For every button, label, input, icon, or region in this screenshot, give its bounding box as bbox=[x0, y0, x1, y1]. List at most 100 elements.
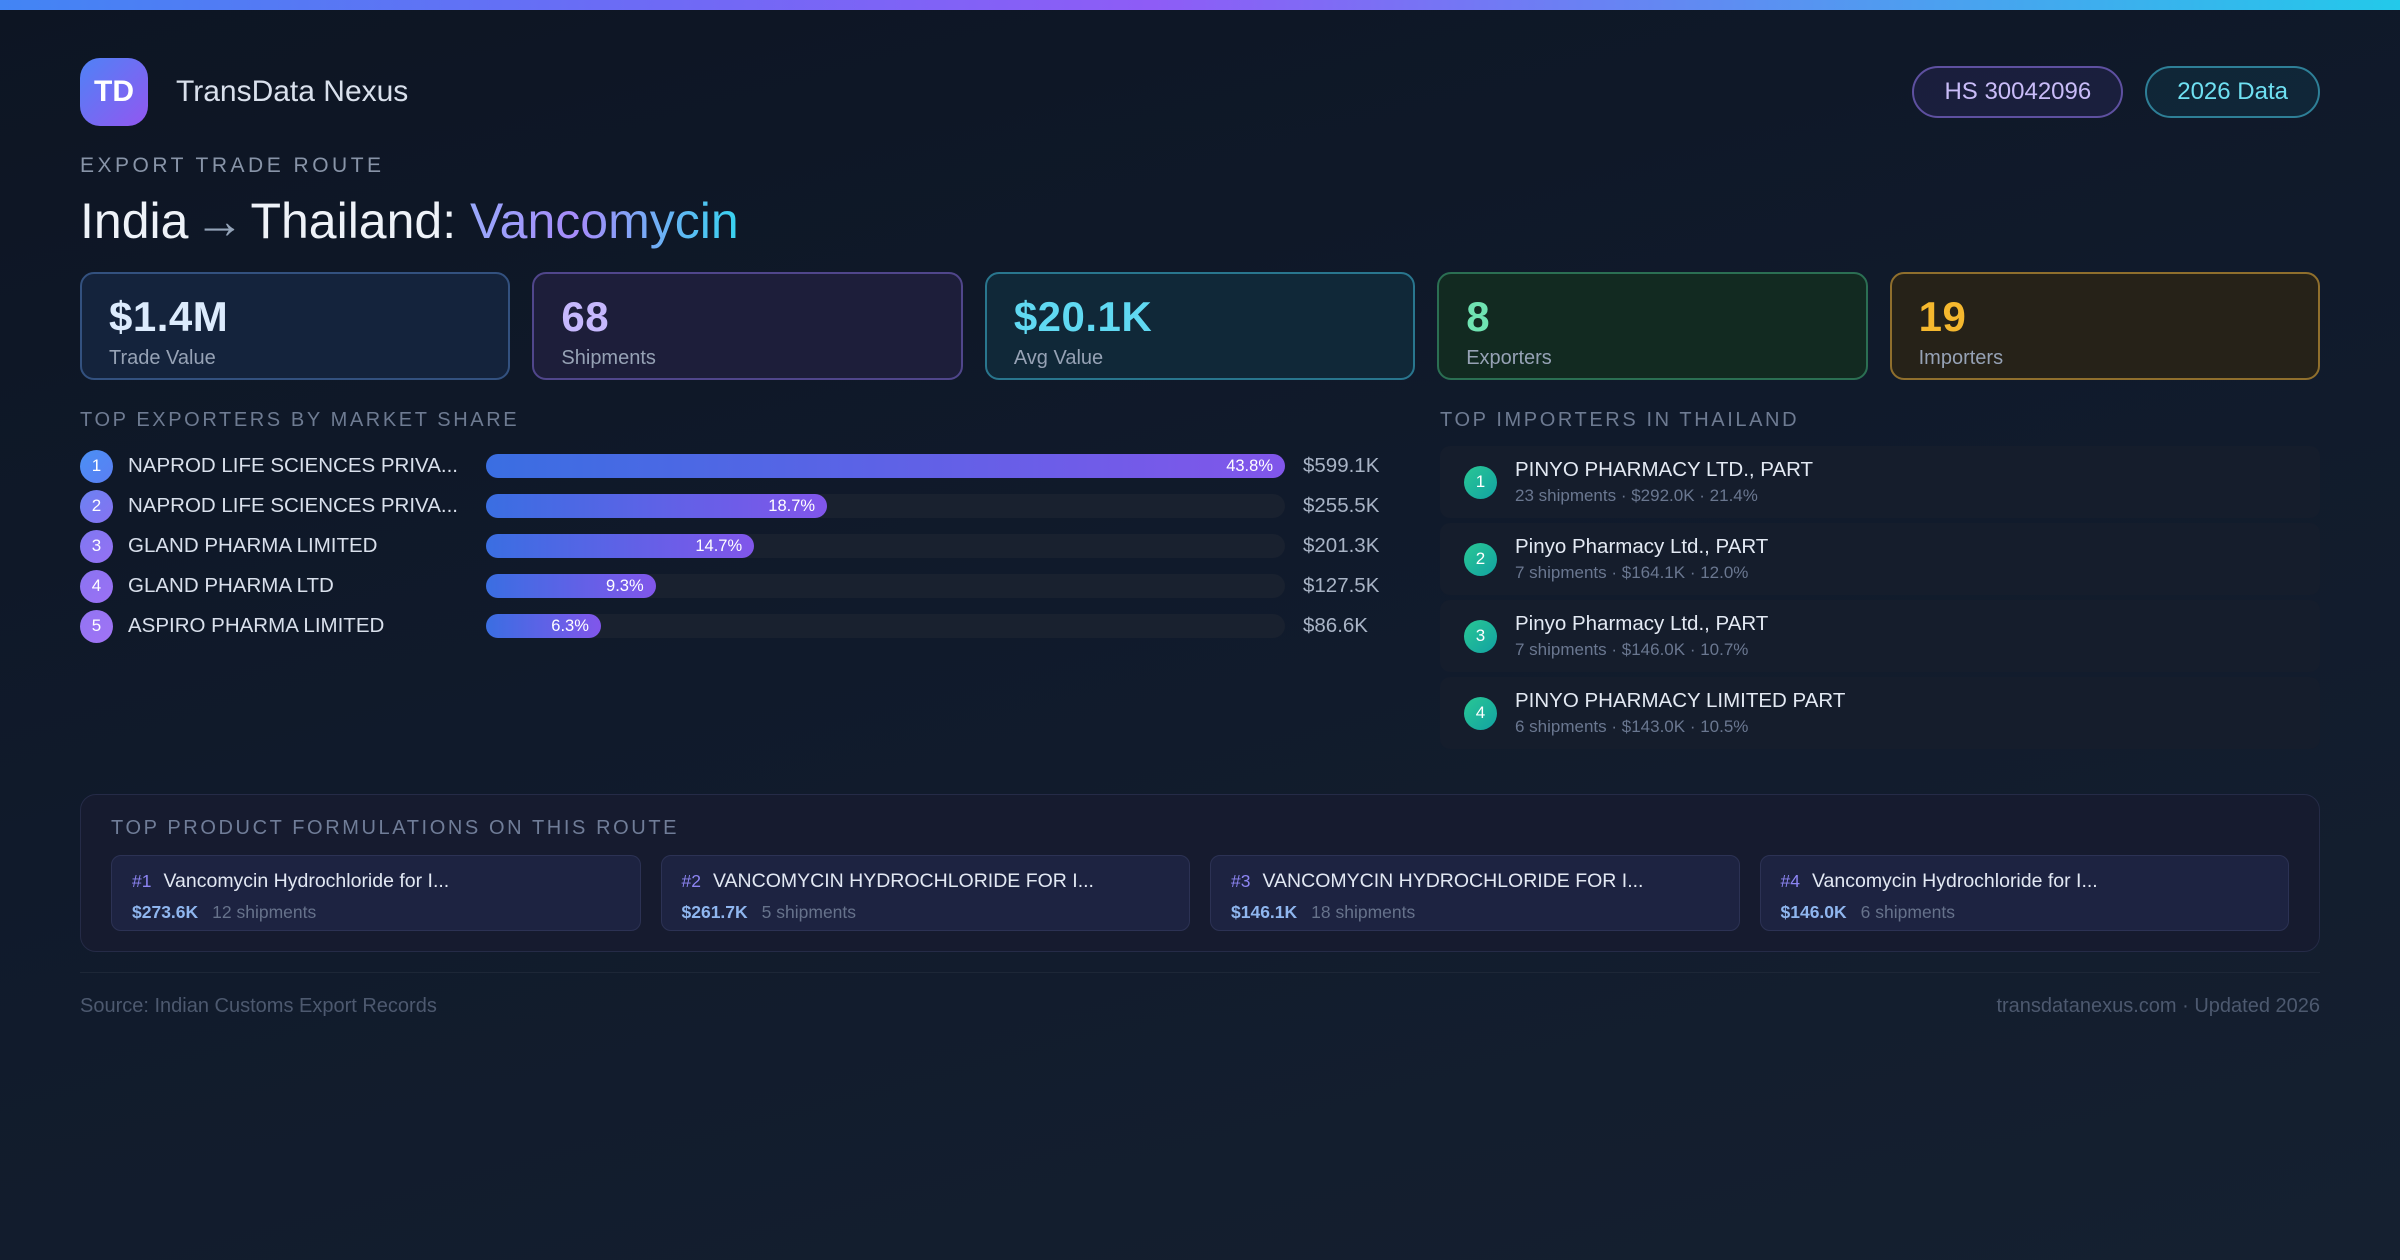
market-share-bar-track: 9.3% bbox=[486, 574, 1285, 598]
importer-card[interactable]: 2 Pinyo Pharmacy Ltd., PART 7 shipments … bbox=[1440, 523, 2320, 595]
products-section-title: TOP PRODUCT FORMULATIONS ON THIS ROUTE bbox=[111, 817, 680, 839]
product-rank: #3 bbox=[1231, 871, 1251, 891]
dashboard-page: TD TransData Nexus HS 30042096 2026 Data… bbox=[0, 58, 2400, 1018]
importer-card[interactable]: 4 PINYO PHARMACY LIMITED PART 6 shipment… bbox=[1440, 677, 2320, 749]
exporter-value: $86.6K bbox=[1303, 614, 1368, 637]
share-percent-label: 9.3% bbox=[606, 576, 644, 595]
importer-info: Pinyo Pharmacy Ltd., PART 7 shipments · … bbox=[1515, 535, 1768, 583]
exporter-row[interactable]: 2 NAPROD LIFE SCIENCES PRIVA... 18.7% $2… bbox=[80, 486, 1390, 526]
product-meta-row: $146.0K 6 shipments bbox=[1781, 902, 2269, 923]
stat-value: 8 bbox=[1466, 293, 1491, 340]
exporter-value: $255.5K bbox=[1303, 494, 1380, 517]
importer-info: PINYO PHARMACY LIMITED PART 6 shipments … bbox=[1515, 689, 1845, 737]
rank-badge: 3 bbox=[1464, 619, 1497, 653]
title-product: Vancomycin bbox=[470, 193, 739, 249]
product-value: $146.0K bbox=[1780, 902, 1847, 922]
market-share-bar-track: 6.3% bbox=[486, 614, 1285, 638]
share-percent-label: 14.7% bbox=[695, 536, 743, 555]
exporters-section: TOP EXPORTERS BY MARKET SHARE 1 NAPROD L… bbox=[80, 408, 1390, 646]
header: TD TransData Nexus HS 30042096 2026 Data bbox=[80, 58, 2320, 126]
market-share-bar-track: 18.7% bbox=[486, 494, 1285, 518]
stat-value: $20.1K bbox=[1013, 293, 1153, 340]
page-title: India → Thailand: Vancomycin bbox=[80, 191, 2320, 251]
share-percent-label: 6.3% bbox=[551, 616, 589, 635]
product-title-row: #3 VANCOMYCIN HYDROCHLORIDE FOR I... bbox=[1231, 870, 1719, 893]
product-shipments: 6 shipments bbox=[1860, 902, 1956, 922]
stat-value: 68 bbox=[561, 293, 610, 340]
exporter-row[interactable]: 1 NAPROD LIFE SCIENCES PRIVA... 43.8% $5… bbox=[80, 446, 1390, 486]
app-logo: TD bbox=[80, 58, 148, 126]
product-value: $261.7K bbox=[681, 902, 748, 922]
exporter-value: $201.3K bbox=[1303, 534, 1380, 557]
product-shipments: 12 shipments bbox=[212, 902, 317, 922]
rank-badge: 2 bbox=[1464, 542, 1497, 576]
rank-badge: 4 bbox=[80, 569, 113, 603]
stat-card-shipments: 68 Shipments bbox=[532, 272, 963, 380]
exporter-row[interactable]: 5 ASPIRO PHARMA LIMITED 6.3% $86.6K bbox=[80, 606, 1390, 646]
importer-name: PINYO PHARMACY LTD., PART bbox=[1515, 458, 1814, 481]
product-card[interactable]: #1 Vancomycin Hydrochloride for I... $27… bbox=[111, 855, 641, 931]
rank-badge: 4 bbox=[1464, 696, 1497, 730]
importer-card[interactable]: 3 Pinyo Pharmacy Ltd., PART 7 shipments … bbox=[1440, 600, 2320, 672]
product-title-row: #4 Vancomycin Hydrochloride for I... bbox=[1781, 870, 2269, 893]
share-percent-label: 18.7% bbox=[768, 496, 816, 515]
data-year-badge[interactable]: 2026 Data bbox=[2145, 66, 2320, 118]
footer: Source: Indian Customs Export Records tr… bbox=[80, 972, 2320, 1018]
importer-meta: 6 shipments · $143.0K · 10.5% bbox=[1515, 717, 1749, 736]
stat-card-importers: 19 Importers bbox=[1889, 272, 2321, 380]
brand: TD TransData Nexus bbox=[80, 58, 408, 126]
market-share-bar: 6.3% bbox=[486, 614, 601, 638]
hs-code-badge[interactable]: HS 30042096 bbox=[1912, 66, 2124, 118]
market-share-bar: 9.3% bbox=[486, 574, 656, 598]
importer-name: Pinyo Pharmacy Ltd., PART bbox=[1515, 612, 1769, 635]
exporters-section-title: TOP EXPORTERS BY MARKET SHARE bbox=[80, 409, 520, 431]
stat-cards-row: $1.4M Trade Value 68 Shipments $20.1K Av… bbox=[80, 272, 2321, 380]
stat-card-avg-value: $20.1K Avg Value bbox=[984, 272, 1416, 380]
stat-label: Shipments bbox=[561, 347, 656, 369]
product-value: $273.6K bbox=[132, 902, 199, 922]
rank-badge: 3 bbox=[80, 529, 113, 563]
product-value: $146.1K bbox=[1231, 902, 1298, 922]
rank-badge: 1 bbox=[80, 449, 113, 483]
importers-section-title: TOP IMPORTERS IN THAILAND bbox=[1440, 409, 1800, 431]
product-name: Vancomycin Hydrochloride for I... bbox=[1811, 870, 2098, 892]
market-share-bar-track: 14.7% bbox=[486, 534, 1285, 558]
stat-label: Trade Value bbox=[109, 347, 216, 369]
title-destination: Thailand: bbox=[250, 193, 457, 249]
exporter-name: GLAND PHARMA LIMITED bbox=[128, 534, 378, 557]
stat-card-trade-value: $1.4M Trade Value bbox=[80, 272, 511, 380]
products-panel: TOP PRODUCT FORMULATIONS ON THIS ROUTE #… bbox=[80, 794, 2320, 952]
rank-badge: 2 bbox=[80, 489, 113, 523]
top-accent-bar bbox=[0, 0, 2400, 10]
product-card[interactable]: #2 VANCOMYCIN HYDROCHLORIDE FOR I... $26… bbox=[660, 855, 1190, 931]
stat-value: $1.4M bbox=[109, 293, 229, 340]
stat-card-exporters: 8 Exporters bbox=[1437, 272, 1868, 380]
importer-name: Pinyo Pharmacy Ltd., PART bbox=[1515, 535, 1769, 558]
main-columns: TOP EXPORTERS BY MARKET SHARE 1 NAPROD L… bbox=[80, 408, 2320, 754]
product-card[interactable]: #3 VANCOMYCIN HYDROCHLORIDE FOR I... $14… bbox=[1210, 855, 1740, 931]
arrow-icon: → bbox=[194, 193, 245, 249]
importer-name: PINYO PHARMACY LIMITED PART bbox=[1515, 689, 1846, 712]
app-name: TransData Nexus bbox=[176, 75, 409, 108]
exporter-name: GLAND PHARMA LTD bbox=[128, 574, 334, 597]
product-shipments: 18 shipments bbox=[1311, 902, 1416, 922]
exporter-row[interactable]: 4 GLAND PHARMA LTD 9.3% $127.5K bbox=[80, 566, 1390, 606]
rank-badge: 1 bbox=[1464, 465, 1497, 499]
stat-label: Exporters bbox=[1466, 347, 1552, 369]
product-name: Vancomycin Hydrochloride for I... bbox=[163, 870, 450, 892]
exporter-row[interactable]: 3 GLAND PHARMA LIMITED 14.7% $201.3K bbox=[80, 526, 1390, 566]
product-card[interactable]: #4 Vancomycin Hydrochloride for I... $14… bbox=[1759, 855, 2289, 931]
header-badges: HS 30042096 2026 Data bbox=[1912, 66, 2320, 118]
product-cards-row: #1 Vancomycin Hydrochloride for I... $27… bbox=[111, 855, 2289, 931]
exporter-value: $127.5K bbox=[1303, 574, 1380, 597]
product-meta-row: $261.7K 5 shipments bbox=[682, 902, 1170, 923]
product-rank: #4 bbox=[1780, 871, 1800, 891]
product-title-row: #1 Vancomycin Hydrochloride for I... bbox=[132, 870, 620, 893]
importer-card[interactable]: 1 PINYO PHARMACY LTD., PART 23 shipments… bbox=[1440, 446, 2320, 518]
exporter-name: ASPIRO PHARMA LIMITED bbox=[128, 614, 385, 637]
route-eyebrow: EXPORT TRADE ROUTE bbox=[80, 154, 385, 177]
share-percent-label: 43.8% bbox=[1226, 456, 1273, 475]
footer-source: Source: Indian Customs Export Records bbox=[80, 995, 437, 1017]
product-meta-row: $146.1K 18 shipments bbox=[1231, 902, 1719, 923]
exporter-value: $599.1K bbox=[1303, 454, 1380, 477]
